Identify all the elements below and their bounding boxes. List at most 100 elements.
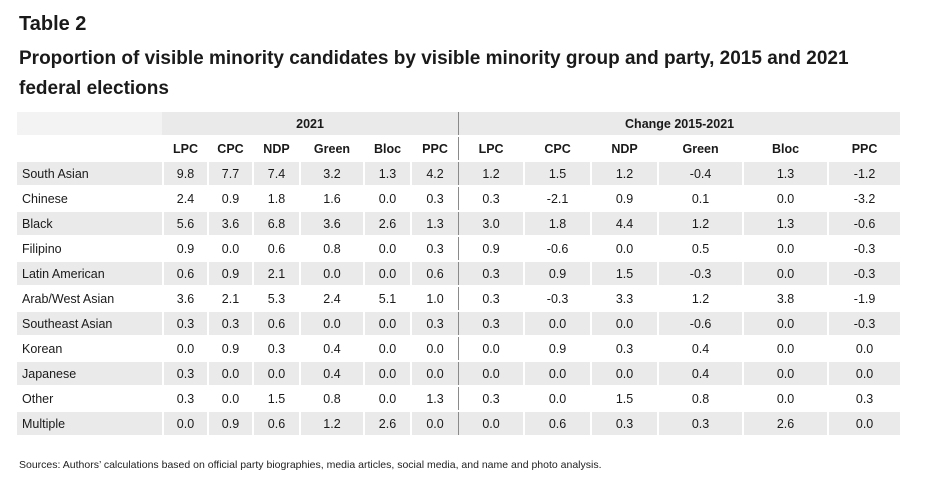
table-cell: 0.0 — [742, 337, 828, 360]
table-cell: 9.8 — [162, 162, 207, 185]
table-cell: 0.0 — [827, 362, 901, 385]
table-cell: 0.0 — [252, 362, 299, 385]
table-cell: 1.6 — [299, 187, 363, 210]
table-cell: 0.1 — [657, 187, 743, 210]
table-cell: 0.0 — [363, 362, 410, 385]
table-cell: 0.3 — [458, 312, 524, 335]
table-cell: 0.0 — [410, 337, 459, 360]
table-cell: 0.0 — [363, 387, 410, 410]
table-cell: 0.9 — [523, 262, 591, 285]
table-title: Proportion of visible minority candidate… — [19, 48, 849, 99]
table-cell: 1.0 — [410, 287, 459, 310]
table-row: Latin American 0.6 0.9 2.1 0.0 0.0 0.6 0.3 0.9 1.… — [17, 262, 901, 285]
table-cell: 0.0 — [299, 312, 363, 335]
row-label: Filipino — [17, 237, 162, 260]
table-cell: 0.8 — [299, 387, 363, 410]
table-row: South Asian 9.8 7.7 7.4 3.2 1.3 4.2 1.2 1.5 1.2 -0… — [17, 162, 901, 185]
table-cell: 1.3 — [742, 162, 828, 185]
row-label: Arab/West Asian — [17, 287, 162, 310]
table-body: South Asian 9.8 7.7 7.4 3.2 1.3 4.2 1.2 1.5 1.2 -0… — [17, 162, 901, 435]
table-cell: -1.2 — [827, 162, 901, 185]
table-cell: 3.8 — [742, 287, 828, 310]
column-header: CPC — [207, 137, 252, 160]
table-cell: 0.0 — [590, 362, 658, 385]
table-cell: -0.3 — [657, 262, 743, 285]
table-cell: -0.3 — [523, 287, 591, 310]
column-header: Bloc — [363, 137, 410, 160]
table-cell: 0.6 — [523, 412, 591, 435]
table-cell: 0.6 — [162, 262, 207, 285]
table-cell: 2.1 — [207, 287, 252, 310]
table-cell: 0.0 — [410, 412, 459, 435]
table-cell: 1.8 — [252, 187, 299, 210]
table-cell: 0.0 — [363, 337, 410, 360]
table-cell: 0.0 — [162, 412, 207, 435]
table-cell: 0.9 — [207, 412, 252, 435]
table-row: Arab/West Asian 3.6 2.1 5.3 2.4 5.1 1.0 0.3 -0.3… — [17, 287, 901, 310]
table-cell: 0.3 — [252, 337, 299, 360]
table-cell: 1.5 — [523, 162, 591, 185]
table-cell: 0.3 — [590, 337, 658, 360]
table-cell: 1.2 — [458, 162, 524, 185]
table-cell: 0.0 — [458, 362, 524, 385]
table-cell: 0.6 — [252, 412, 299, 435]
table-cell: -0.6 — [657, 312, 743, 335]
row-label: Latin American — [17, 262, 162, 285]
table-cell: 0.0 — [363, 262, 410, 285]
table-cell: 0.0 — [742, 262, 828, 285]
header-blank — [17, 137, 162, 160]
table-cell: 0.0 — [458, 412, 524, 435]
table-cell: 0.0 — [299, 262, 363, 285]
table-row: Southeast Asian 0.3 0.3 0.6 0.0 0.0 0.3 0.3 0.0 0… — [17, 312, 901, 335]
table-cell: 1.8 — [523, 212, 591, 235]
table-cell: 0.9 — [207, 187, 252, 210]
table-cell: 1.5 — [590, 262, 658, 285]
table-cell: 0.9 — [523, 337, 591, 360]
table-cell: 2.6 — [742, 412, 828, 435]
table-cell: 0.8 — [657, 387, 743, 410]
table-cell: 0.0 — [742, 237, 828, 260]
column-header: Green — [657, 137, 742, 160]
table-cell: 1.2 — [657, 212, 743, 235]
table-cell: 0.3 — [162, 362, 207, 385]
table-cell: 3.2 — [299, 162, 363, 185]
table-cell: 0.9 — [207, 262, 252, 285]
table-cell: 1.3 — [410, 212, 459, 235]
table-cell: -0.3 — [827, 262, 901, 285]
table-row: Korean 0.0 0.9 0.3 0.4 0.0 0.0 0.0 0.9 0.3 0.4 0.0 0… — [17, 337, 901, 360]
table-cell: -0.6 — [523, 237, 591, 260]
header-corner — [17, 112, 162, 135]
table-cell: 0.0 — [207, 362, 252, 385]
column-header: Green — [299, 137, 363, 160]
table-cell: 3.3 — [590, 287, 658, 310]
table-cell: -0.4 — [657, 162, 743, 185]
table-cell: 0.0 — [458, 337, 524, 360]
column-header-row: LPC CPC NDP Green Bloc PPC LPC CPC NDP Green Bloc P… — [17, 137, 900, 160]
column-header: Bloc — [742, 137, 827, 160]
column-header: NDP — [590, 137, 657, 160]
group-header-change: Change 2015-2021 — [458, 112, 901, 135]
table-cell: 0.4 — [299, 362, 363, 385]
table-cell: 0.6 — [410, 262, 459, 285]
table-cell: 0.3 — [458, 187, 524, 210]
row-label: Korean — [17, 337, 162, 360]
table-row: Other 0.3 0.0 1.5 0.8 0.0 1.3 0.3 0.0 1.5 0.8 0.0 0.… — [17, 387, 901, 410]
table-cell: 0.0 — [363, 237, 410, 260]
table-cell: 4.2 — [410, 162, 459, 185]
table-cell: 0.0 — [363, 312, 410, 335]
table-cell: 7.7 — [207, 162, 252, 185]
table-cell: 0.0 — [590, 237, 658, 260]
table-cell: 0.0 — [207, 387, 252, 410]
column-header: PPC — [827, 137, 900, 160]
data-table: 2021 Change 2015-2021 LPC CPC NDP Green Bloc… — [17, 110, 901, 437]
row-label: Chinese — [17, 187, 162, 210]
table-cell: 1.2 — [590, 162, 658, 185]
table-cell: 5.1 — [363, 287, 410, 310]
table-cell: 0.0 — [162, 337, 207, 360]
table-cell: -2.1 — [523, 187, 591, 210]
source-note: Sources: Authors’ calculations based on … — [19, 459, 602, 471]
table-cell: 0.0 — [827, 412, 901, 435]
table-cell: 0.4 — [299, 337, 363, 360]
table-cell: 0.3 — [162, 312, 207, 335]
table-cell: 0.6 — [252, 312, 299, 335]
